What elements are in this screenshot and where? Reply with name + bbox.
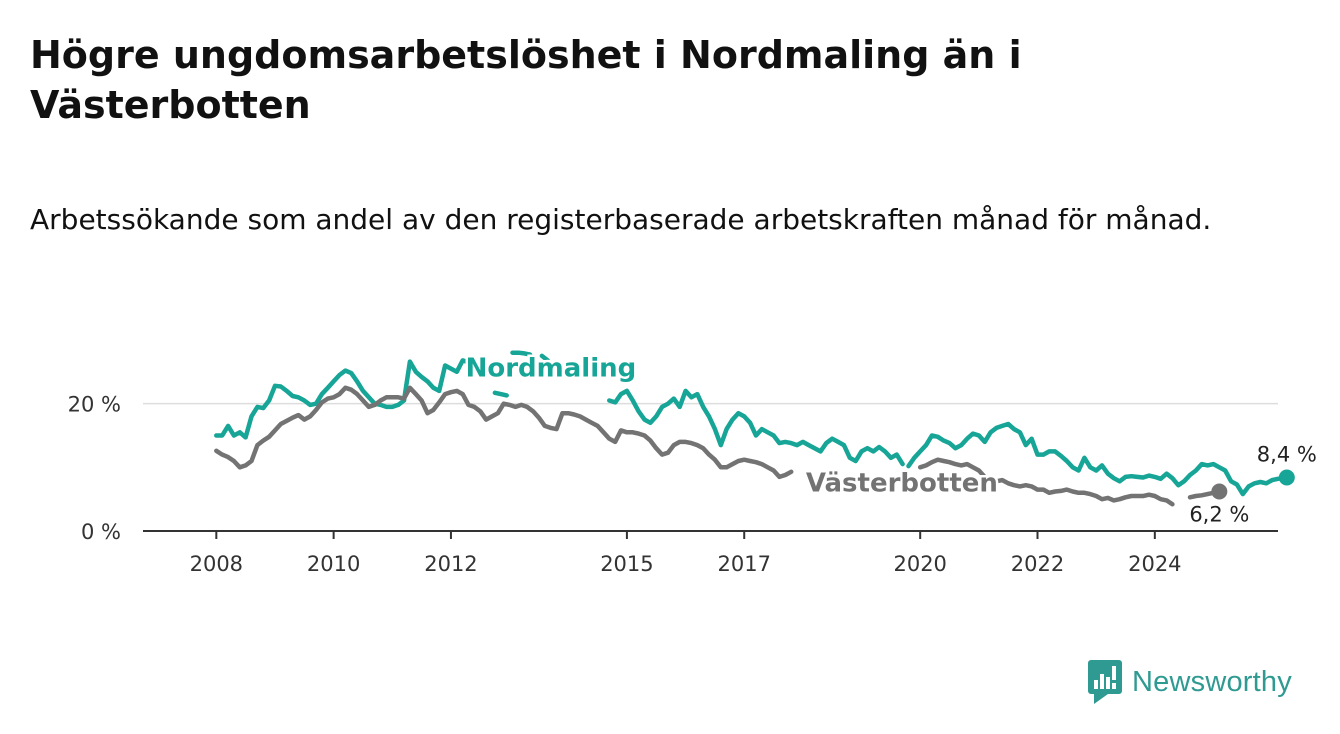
x-tick-label: 2010 — [307, 552, 360, 576]
chart-title: Högre ungdomsarbetslöshet i Nordmaling ä… — [30, 33, 1022, 127]
x-tick-label: 2022 — [1011, 552, 1064, 576]
newsworthy-logo: Newsworthy — [1088, 660, 1292, 704]
series-line-nordmaling — [906, 421, 1290, 497]
series-line-vasterbotten — [917, 457, 1175, 507]
x-tick-label: 2017 — [718, 552, 771, 576]
brand-name: Newsworthy — [1132, 665, 1292, 698]
y-tick-label: 20 % — [68, 393, 121, 417]
x-tick-label: 2024 — [1128, 552, 1181, 576]
series-line-nordmaling — [214, 358, 477, 440]
end-point-vasterbotten — [1211, 483, 1228, 500]
x-tick-label: 2015 — [600, 552, 653, 576]
series-line-nordmaling — [510, 350, 533, 357]
end-point-nordmaling — [1278, 469, 1295, 486]
series-label-nordmaling: Nordmaling — [466, 353, 637, 383]
x-tick-label: 2008 — [190, 552, 243, 576]
chart-subtitle: Arbetssökande som andel av den registerb… — [30, 203, 1212, 236]
series-line-nordmaling — [539, 353, 550, 363]
end-value-label-vasterbotten: 6,2 % — [1189, 503, 1249, 527]
y-tick-label: 0 % — [81, 520, 121, 544]
series-line-nordmaling — [607, 388, 905, 467]
series-line-nordmaling — [492, 390, 509, 398]
bar-chart-logo-icon — [1088, 660, 1122, 704]
x-tick-label: 2012 — [424, 552, 477, 576]
series-line-vasterbotten — [214, 385, 794, 480]
x-tick-label: 2020 — [893, 552, 946, 576]
end-value-label-nordmaling: 8,4 % — [1257, 443, 1317, 467]
series-label-vasterbotten: Västerbotten — [806, 469, 998, 499]
